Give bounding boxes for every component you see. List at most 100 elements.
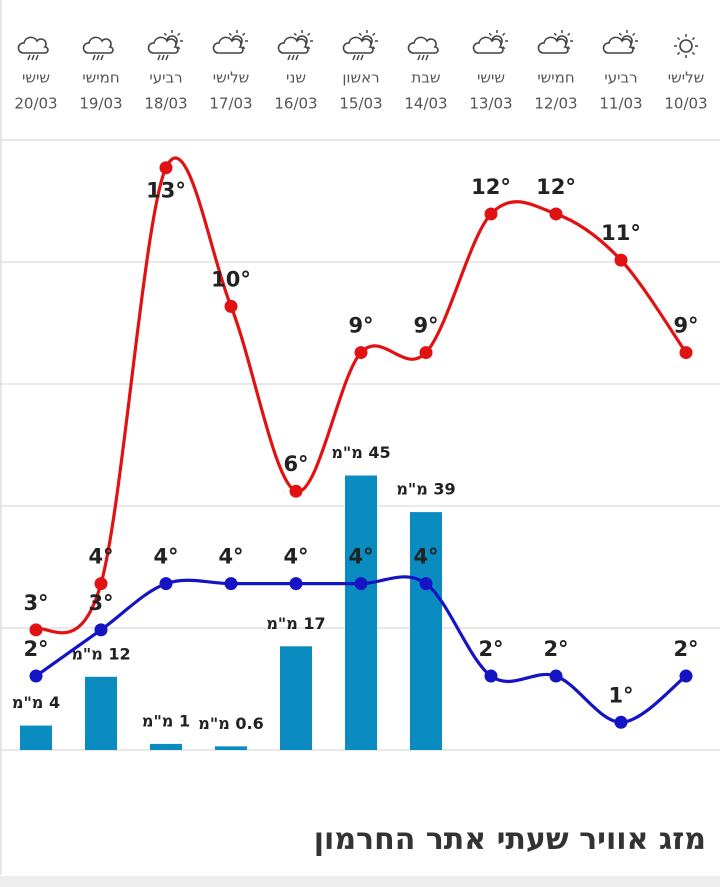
sun-ray: [567, 46, 571, 50]
weather-icon: [602, 30, 638, 54]
weather-icon: [342, 30, 378, 61]
precip-label: 0.6 מ"מ: [198, 714, 263, 733]
temp-point: [419, 346, 433, 360]
sun-ray: [293, 32, 297, 36]
sun-ray: [242, 32, 246, 36]
cloud: [407, 36, 439, 54]
day-label: שבת: [411, 69, 440, 87]
rain-drop: [27, 54, 31, 61]
weather-icon: [82, 36, 114, 61]
precip-label: 45 מ"מ: [331, 443, 390, 462]
cloud: [342, 36, 374, 54]
temp-point: [614, 253, 628, 267]
rain-drop: [352, 54, 356, 61]
day-label: ראשון: [342, 69, 379, 87]
sun-ray: [307, 46, 311, 50]
temp-label: 13°: [146, 179, 186, 203]
weather-icon: [674, 34, 698, 58]
precip-label: 12 מ"מ: [71, 644, 130, 663]
weather-icon: [277, 30, 313, 61]
sun: [679, 39, 693, 53]
temp-point: [159, 161, 173, 175]
x-tick-label: 13/03: [469, 95, 512, 113]
sun-ray: [502, 46, 506, 50]
sun-ray: [691, 51, 696, 56]
rain-drop: [287, 54, 291, 61]
precip-bar: [280, 646, 312, 750]
temp-point: [484, 669, 498, 683]
sun-ray: [242, 46, 246, 50]
precip-bar: [20, 725, 52, 750]
precip-bar: [85, 676, 117, 750]
weather-icon: [407, 36, 439, 61]
temp-label: 12°: [536, 175, 576, 199]
x-tick-label: 18/03: [144, 95, 187, 113]
rain-drop: [165, 54, 169, 61]
temp-point: [159, 577, 173, 591]
temp-label: 4°: [88, 545, 113, 569]
temp-label: 12°: [471, 175, 511, 199]
sun-ray: [553, 32, 557, 36]
footer-bar: [0, 876, 720, 887]
sun-ray: [228, 32, 232, 36]
day-label: רביעי: [604, 69, 637, 87]
temp-line: [35, 575, 687, 724]
temp-label: 4°: [348, 545, 373, 569]
rain-drop: [421, 54, 425, 61]
precip-label: 4 מ"מ: [12, 693, 60, 712]
sun-ray: [358, 32, 362, 36]
temp-point: [679, 346, 693, 360]
cloud: [82, 36, 114, 54]
precip-label: 39 מ"מ: [396, 480, 455, 499]
rain-drop: [356, 54, 360, 61]
weather-icon: [537, 30, 573, 54]
cloud: [537, 36, 569, 54]
rain-drop: [100, 54, 104, 61]
cloud: [277, 36, 309, 54]
rain-drop: [157, 54, 161, 61]
x-tick-label: 14/03: [404, 95, 447, 113]
sun-ray: [177, 32, 181, 36]
sun-ray: [488, 32, 492, 36]
temp-label: 9°: [348, 314, 373, 338]
day-label: שלישי: [213, 69, 250, 87]
precip-bar: [215, 746, 247, 750]
temp-label: 1°: [608, 683, 633, 707]
cloud: [147, 36, 179, 54]
cloud: [212, 36, 244, 54]
sun-ray: [618, 32, 622, 36]
weather-icon: [212, 30, 248, 54]
x-tick-label: 20/03: [14, 95, 57, 113]
precip-label: 17 מ"מ: [266, 614, 325, 633]
precip-label: 1 מ"מ: [142, 711, 190, 730]
cloud: [17, 36, 49, 54]
rain-drop: [92, 54, 96, 61]
rain-drop: [295, 54, 299, 61]
day-label: שישי: [477, 69, 505, 87]
temp-point: [549, 669, 563, 683]
temp-point: [484, 207, 498, 221]
sun-ray: [676, 51, 681, 56]
temp-label: 2°: [543, 637, 568, 661]
x-tick-label: 12/03: [534, 95, 577, 113]
cloud: [472, 36, 504, 54]
day-label: שלישי: [668, 69, 705, 87]
temp-point: [354, 346, 368, 360]
temp-label: 10°: [211, 267, 251, 291]
precip-bar: [345, 475, 377, 750]
day-label: חמישי: [82, 69, 119, 87]
temp-point: [289, 577, 303, 591]
day-label: שישי: [22, 69, 50, 87]
temp-point: [549, 207, 563, 221]
temp-point: [224, 299, 238, 313]
sun-ray: [177, 46, 181, 50]
x-tick-label: 16/03: [274, 95, 317, 113]
x-tick-label: 15/03: [339, 95, 382, 113]
x-tick-label: 19/03: [79, 95, 122, 113]
temp-point: [679, 669, 693, 683]
temp-label: 9°: [413, 314, 438, 338]
precip-bar: [150, 743, 182, 750]
temp-label: 4°: [218, 545, 243, 569]
